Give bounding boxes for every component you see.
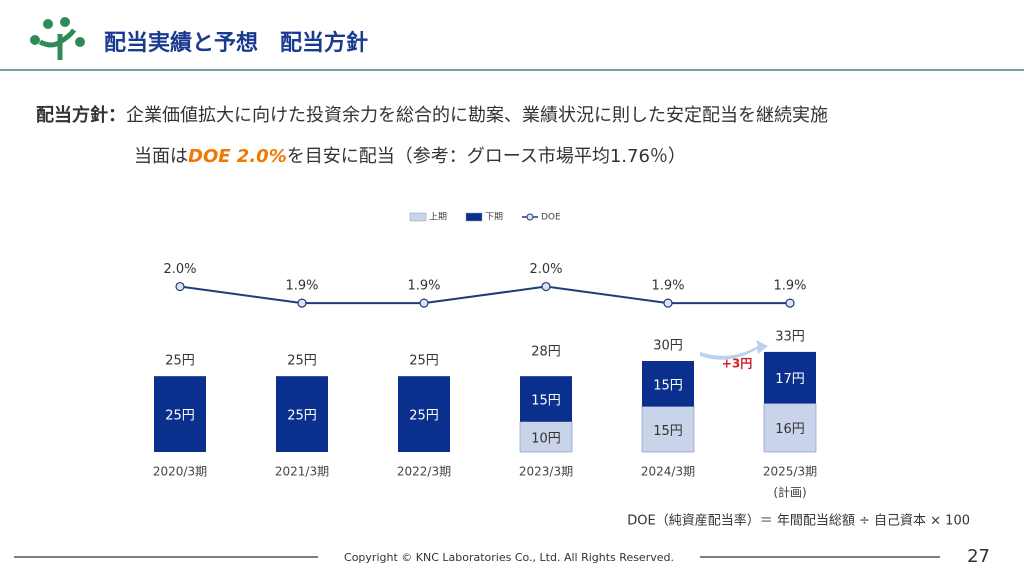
doe-label: 1.9% xyxy=(651,279,684,294)
legend-marker xyxy=(526,213,534,221)
total-label: 25円 xyxy=(287,354,317,369)
doe-point xyxy=(663,298,673,308)
segment-label: 15円 xyxy=(531,393,561,408)
policy-after: を目安に配当（参考：グロース市場平均1.76％） xyxy=(287,146,686,167)
doe-label: 2.0% xyxy=(163,262,196,277)
policy-line2: 当面はDOE 2.0%を目安に配当（参考：グロース市場平均1.76％） xyxy=(134,146,686,167)
segment-label: 25円 xyxy=(409,409,439,424)
x-tick-label: 2021/3期 xyxy=(275,465,329,479)
total-label: 25円 xyxy=(409,354,439,369)
increase-arrow xyxy=(700,340,768,360)
segment-label: 15円 xyxy=(653,424,683,439)
x-tick-note: (計画) xyxy=(773,485,806,500)
doe-point xyxy=(175,281,185,292)
bar-segment xyxy=(398,376,450,452)
bar-segment xyxy=(520,376,572,422)
total-label: 30円 xyxy=(653,339,683,354)
legend-swatch xyxy=(465,212,483,222)
bar-segment xyxy=(154,376,206,452)
segment-label: 15円 xyxy=(653,378,683,393)
x-tick-label: 2023/3期 xyxy=(519,465,573,479)
bar-segment xyxy=(641,406,695,453)
formula: DOE（純資産配当率）＝ 年間配当総額 ÷ 自己資本 × 100 xyxy=(627,513,970,529)
bar-segment xyxy=(763,403,817,453)
segment-label: 25円 xyxy=(287,409,317,424)
doe-point xyxy=(297,298,307,308)
logo xyxy=(30,17,85,60)
doe-label: 1.9% xyxy=(407,279,440,294)
x-tick-label: 2020/3期 xyxy=(153,465,207,479)
x-tick-label: 2025/3期 xyxy=(763,465,817,479)
bar-segment xyxy=(519,421,573,453)
total-label: 25円 xyxy=(165,354,195,369)
copyright: Copyright © KNC Laboratories Co., Ltd. A… xyxy=(344,551,674,564)
policy-line1: 配当方針：企業価値拡大に向けた投資余力を総合的に勘案、業績状況に則した安定配当を… xyxy=(36,104,828,126)
legend-label: DOE xyxy=(541,213,561,223)
total-label: 33円 xyxy=(775,329,805,344)
bar-segment xyxy=(276,376,328,452)
segment-label: 16円 xyxy=(775,422,805,437)
total-label: 28円 xyxy=(531,345,561,360)
bar-segment xyxy=(642,361,694,407)
doe-point xyxy=(419,298,429,308)
legend-label: 下期 xyxy=(485,212,503,223)
x-tick-label: 2024/3期 xyxy=(641,465,695,479)
page-title: 配当実績と予想 配当方針 xyxy=(104,30,368,56)
policy-highlight: DOE 2.0% xyxy=(188,146,287,167)
segment-label: 17円 xyxy=(775,372,805,387)
segment-label: 25円 xyxy=(165,409,195,424)
bar-segment xyxy=(764,351,816,404)
annotation: +3円 xyxy=(722,357,752,371)
doe-label: 2.0% xyxy=(529,262,562,277)
segment-label: 10円 xyxy=(531,431,561,446)
doe-point xyxy=(785,298,795,308)
doe-label: 1.9% xyxy=(773,279,806,294)
policy-text: 企業価値拡大に向けた投資余力を総合的に勘案、業績状況に則した安定配当を継続実施 xyxy=(126,105,828,126)
policy-before: 当面は xyxy=(134,146,188,167)
doe-line xyxy=(179,285,790,305)
doe-label: 1.9% xyxy=(285,279,318,294)
legend-label: 上期 xyxy=(429,212,447,223)
doe-point xyxy=(541,281,551,292)
legend-swatch xyxy=(409,212,427,222)
page-number: 27 xyxy=(967,546,990,567)
policy-label: 配当方針： xyxy=(36,104,126,126)
x-tick-label: 2022/3期 xyxy=(397,465,451,479)
